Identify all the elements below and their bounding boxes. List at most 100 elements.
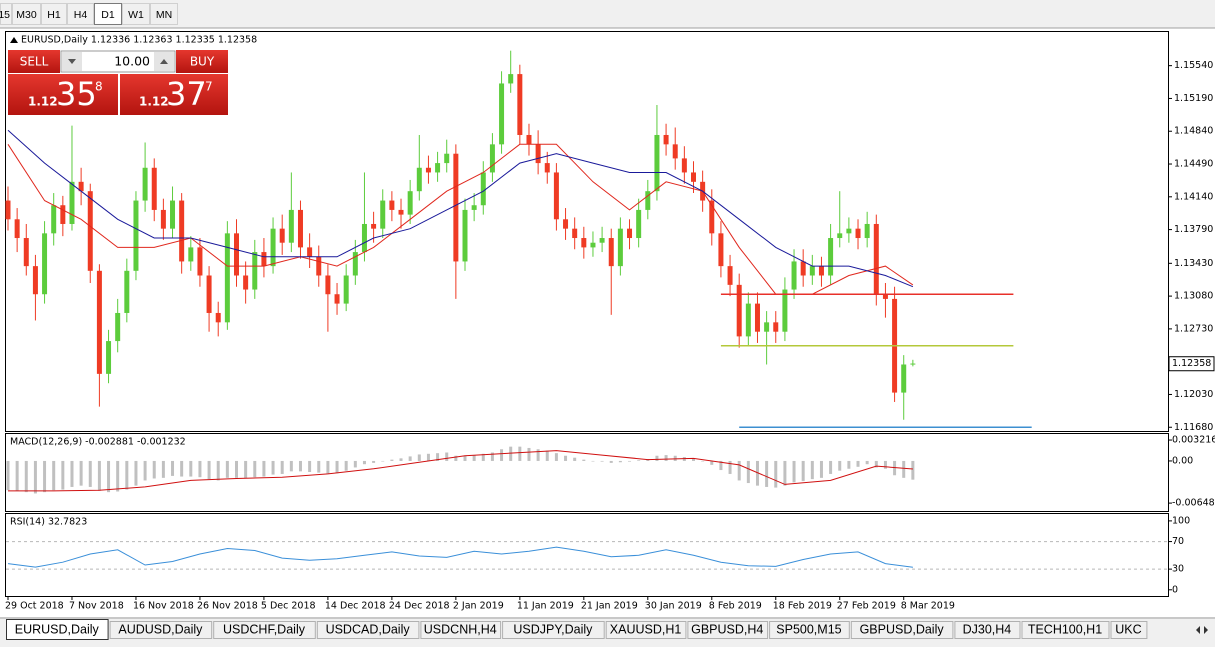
timeframe-label[interactable]: H4 <box>74 9 88 21</box>
tab-label[interactable]: EURUSD,Daily <box>15 622 100 636</box>
macd-bar <box>463 455 467 461</box>
timeframe-button[interactable] <box>150 3 178 25</box>
macd-bar <box>52 460 56 491</box>
candle-body <box>215 312 221 323</box>
lot-field[interactable] <box>60 50 176 73</box>
candle-body <box>809 266 815 276</box>
buy-label[interactable]: BUY <box>190 55 215 69</box>
tab[interactable] <box>850 621 954 639</box>
timeframe-label[interactable]: W1 <box>128 9 144 21</box>
candle-body <box>828 238 834 276</box>
candle-body <box>599 238 605 243</box>
timeframe-button[interactable] <box>0 3 12 25</box>
tab[interactable] <box>213 621 316 639</box>
candle-body <box>882 294 888 299</box>
candle-body <box>425 167 431 173</box>
macd-bar <box>573 457 577 461</box>
macd-bar <box>673 455 677 461</box>
candle-body <box>745 303 751 337</box>
macd-bar <box>710 460 714 465</box>
chart-header: EURUSD,Daily 1.12336 1.12363 1.12335 1.1… <box>21 35 257 46</box>
macd-y-tick-label: 0.003216 <box>1172 435 1215 446</box>
toolbar <box>0 0 1215 28</box>
candle-body <box>837 233 843 239</box>
timeframe-button[interactable] <box>122 3 150 25</box>
timeframe-label[interactable]: 15 <box>0 9 10 21</box>
candle-body <box>709 200 715 234</box>
candle-body <box>480 172 486 206</box>
buy-button[interactable] <box>176 50 228 73</box>
timeframe-button[interactable] <box>67 3 94 25</box>
tab-label[interactable]: UKC <box>1115 622 1141 636</box>
timeframe-label[interactable]: H1 <box>47 9 61 21</box>
tab[interactable] <box>6 619 109 640</box>
tab[interactable] <box>316 621 420 639</box>
sell-price-box[interactable] <box>8 74 118 115</box>
tab-label[interactable]: TECH100,H1 <box>1028 622 1102 636</box>
tab[interactable] <box>1110 621 1148 639</box>
x-tick-label: 21 Jan 2019 <box>581 601 638 612</box>
tab-scroll-right[interactable] <box>1204 626 1208 634</box>
tab-label[interactable]: USDJPY,Daily <box>513 622 593 636</box>
macd-bar <box>271 460 275 475</box>
candle-body <box>297 209 303 248</box>
tab-scroll-left[interactable] <box>1196 626 1200 634</box>
sell-label[interactable]: SELL <box>20 55 49 69</box>
macd-bar <box>426 453 430 461</box>
buy-big-figure: 1.12 <box>139 95 169 109</box>
timeframe-button[interactable] <box>94 3 122 25</box>
timeframe-label[interactable]: D1 <box>101 9 115 21</box>
macd-bar <box>152 460 156 479</box>
macd-bar <box>746 460 750 484</box>
macd-bar <box>819 460 823 478</box>
tab-label[interactable]: AUDUSD,Daily <box>118 622 203 636</box>
candle-body <box>389 200 395 210</box>
tab-label[interactable]: GBPUSD,H4 <box>691 622 763 636</box>
tab-label[interactable]: USDCNH,H4 <box>424 622 497 636</box>
tab[interactable] <box>1021 621 1110 639</box>
tab[interactable] <box>954 621 1021 639</box>
tab-label[interactable]: USDCAD,Daily <box>326 622 411 636</box>
candle-body <box>51 205 57 234</box>
tab[interactable] <box>605 621 687 639</box>
timeframe-label[interactable]: M30 <box>16 9 37 21</box>
collapse-arrow[interactable] <box>10 37 18 43</box>
macd-bar <box>335 460 339 474</box>
candle-body <box>151 167 157 210</box>
y-tick-label: 1.12030 <box>1174 389 1213 400</box>
timeframe-label[interactable]: MN <box>156 9 172 21</box>
tab[interactable] <box>687 621 769 639</box>
sell-button[interactable] <box>8 50 60 73</box>
tab-label[interactable]: SP500,M15 <box>776 622 841 636</box>
lot-value[interactable]: 10.00 <box>114 54 150 69</box>
macd-bar <box>765 460 769 487</box>
candle-body <box>361 223 367 253</box>
macd-bar <box>33 460 37 494</box>
macd-bar <box>600 460 604 462</box>
tab[interactable] <box>769 621 850 639</box>
tab[interactable] <box>502 621 605 639</box>
timeframe-button[interactable] <box>12 3 41 25</box>
candle-body <box>343 275 349 304</box>
macd-bar <box>417 454 421 461</box>
macd-bar <box>856 460 860 467</box>
macd-bar <box>628 460 632 462</box>
tab-label[interactable]: USDCHF,Daily <box>223 622 306 636</box>
macd-bar <box>216 460 220 481</box>
candle-body <box>672 144 678 159</box>
candle-body <box>133 200 139 271</box>
tab-label[interactable]: XAUUSD,H1 <box>610 622 682 636</box>
tab[interactable] <box>420 621 502 639</box>
buy-price-box[interactable] <box>120 74 228 115</box>
candle-body <box>270 228 276 267</box>
candle-body <box>69 181 75 224</box>
macd-bar <box>829 460 833 474</box>
tab-label[interactable]: DJ30,H4 <box>963 622 1012 636</box>
timeframe-button[interactable] <box>41 3 67 25</box>
tab-label[interactable]: GBPUSD,Daily <box>860 622 945 636</box>
tab[interactable] <box>109 621 213 639</box>
tab-scroll[interactable] <box>1186 621 1215 639</box>
trade-panel: SELL 10.00 BUY 1.12 35 8 1.12 37 7 <box>8 50 228 115</box>
buy-pips: 37 <box>166 75 207 113</box>
macd-bar <box>61 460 65 490</box>
